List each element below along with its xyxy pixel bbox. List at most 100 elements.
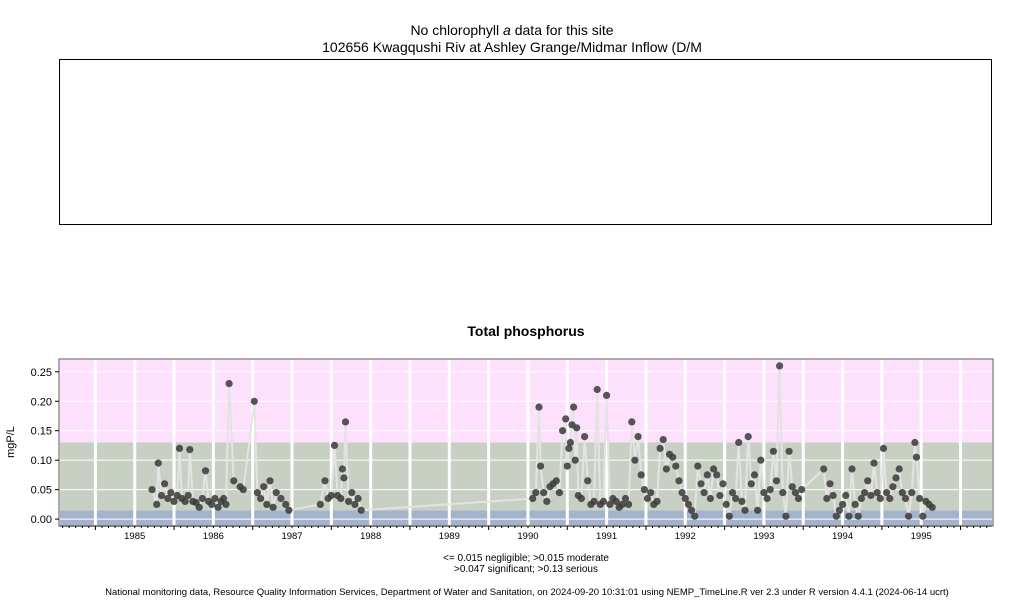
data-point [760,489,768,497]
data-point [621,494,630,503]
data-point [788,483,796,491]
data-point [357,506,365,514]
data-point [889,483,897,491]
data-point [744,433,752,441]
data-point [612,497,620,505]
x-tick-label: 1985 [124,531,145,542]
data-point [239,486,247,494]
data-point [725,512,733,520]
data-point [220,494,228,503]
data-point [161,480,169,488]
site-title: 102656 Kwagqushi Riv at Ashley Grange/Mi… [322,39,702,55]
data-point [566,438,575,447]
data-point [631,456,639,464]
x-tick-label: 1988 [360,531,381,542]
data-point [823,494,831,503]
data-point [662,465,671,473]
data-point [839,500,847,508]
data-point [867,491,875,500]
threshold-note-line-1: <= 0.015 negligible; >0.015 moderate [443,553,609,564]
y-axis-label: mgP/L [5,426,17,458]
chlorophyll-italic-a: a [503,22,511,38]
data-point [184,491,192,500]
chart-title: Total phosphorus [467,323,585,339]
data-point [706,494,715,503]
y-tick-label: 0.05 [31,485,52,497]
data-point [782,512,790,520]
data-point [647,489,655,497]
x-tick-label: 1989 [439,531,460,542]
data-point [919,512,927,520]
y-axis: 0.00 0.05 0.10 0.15 0.20 0.25 [31,367,59,526]
data-point [327,491,335,500]
data-point [154,459,162,467]
data-point [537,462,545,470]
data-point [691,512,699,520]
data-point [747,480,755,488]
data-point [260,483,268,491]
data-point [593,385,601,394]
data-point [688,506,696,514]
data-point [345,497,353,505]
data-point [282,500,290,508]
y-tick-label: 0.15 [31,426,52,438]
data-point [895,465,903,473]
y-tick-label: 0.10 [31,455,52,467]
data-point [883,489,891,497]
data-point [876,494,884,503]
data-point [599,497,608,505]
data-point [732,494,740,503]
data-point [577,494,586,503]
data-point [769,447,778,455]
data-point [186,446,194,454]
data-point [785,447,793,455]
data-point [912,453,921,461]
x-tick-label: 1987 [281,531,302,542]
data-point [253,489,261,497]
data-point [697,480,705,488]
data-point [316,500,324,508]
data-point [269,503,277,511]
x-tick-label: 1990 [517,531,538,542]
data-point [540,489,548,497]
threshold-note-line-2: >0.047 significant; >0.13 serious [454,564,598,575]
data-point [735,438,743,447]
data-point [684,500,693,508]
data-point [845,512,853,520]
footer-credit: National monitoring data, Resource Quali… [105,587,949,598]
data-point [570,403,578,411]
data-point [672,462,680,470]
data-point [148,486,156,494]
data-point [208,500,216,508]
data-point [573,424,581,432]
x-tick-label: 1993 [753,531,774,542]
data-point [857,494,866,503]
data-point [637,471,645,479]
data-point [321,477,329,485]
data-point [741,506,749,514]
data-point [898,489,906,497]
x-axis: 1985 1986 1987 1988 1989 1990 1991 1992 1993 1994… [60,525,992,542]
data-point [681,494,689,503]
data-point [879,444,888,452]
data-point [754,506,762,514]
data-point [675,477,683,485]
data-point [590,497,598,505]
data-point [643,494,652,503]
x-tick-label: 1994 [832,531,853,542]
data-point [750,471,759,479]
data-point [230,477,238,485]
data-series [148,362,936,520]
data-point [559,427,567,435]
data-point [861,489,869,497]
y-tick-label: 0.20 [31,396,52,408]
data-point [565,444,573,452]
data-point [164,494,172,503]
data-point [555,489,564,497]
data-point [338,465,346,473]
data-point [562,415,570,423]
data-point [272,489,280,497]
data-point [250,397,258,405]
x-tick-label: 1992 [675,531,696,542]
